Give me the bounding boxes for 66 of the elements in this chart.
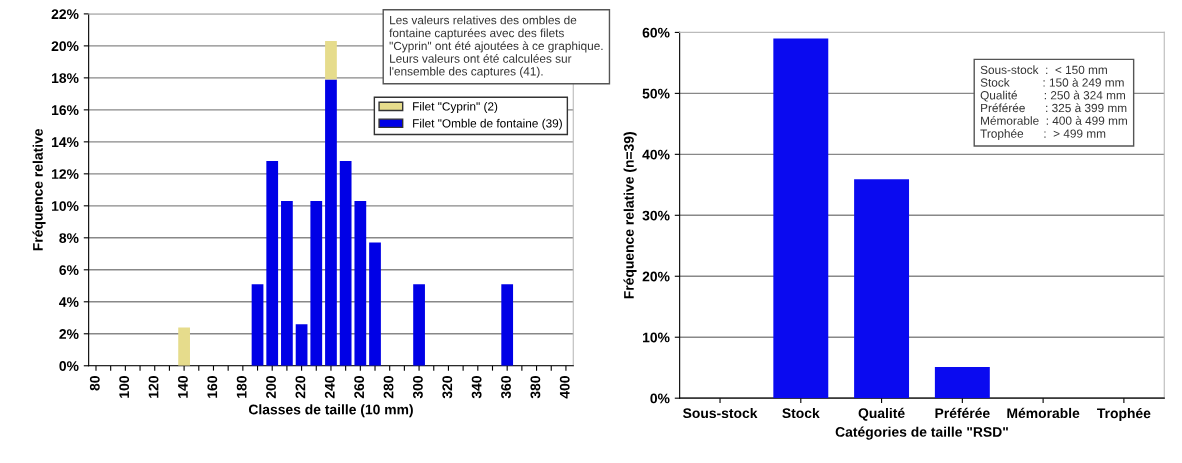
y-tick-label: 60% — [642, 27, 670, 38]
legend-label: Filet "Cyprin" (2) — [413, 101, 498, 113]
x-tick-label: 200 — [266, 376, 276, 399]
x-tick-label: 240 — [324, 376, 335, 399]
x-tick-label: 260 — [354, 376, 365, 399]
y-axis-title: Fréquence relative (n=39) — [623, 132, 637, 299]
x-axis-title: Classes de taille (10 mm) — [248, 404, 413, 418]
x-tick-label: Trophée — [1097, 407, 1151, 421]
bar — [854, 179, 910, 399]
x-tick-label: 320 — [442, 376, 453, 399]
y-tick-label: 0% — [59, 361, 79, 371]
annotation: Les valeurs relatives des ombles de fontaine capturées avec des filets "Cyprin" ont été ajoutées à ce graphique. Leurs valeurs ont été calculées sur l'ensemble des captures (41). — [389, 15, 603, 78]
y-tick-label: 18% — [52, 73, 79, 84]
bar — [934, 367, 990, 399]
bar — [310, 201, 323, 366]
x-tick-label: 160 — [207, 376, 218, 398]
x-tick-label: 300 — [412, 376, 423, 399]
x-tick-label: Mémorable — [1007, 407, 1080, 419]
y-tick-label: 16% — [52, 105, 79, 116]
x-tick-label: Préférée — [935, 407, 990, 419]
x-tick-label: 120 — [148, 376, 159, 398]
y-axis-title: Fréquence relative — [32, 128, 46, 251]
y-tick-label: 10% — [52, 201, 79, 211]
x-tick-label: Qualité — [858, 407, 905, 421]
y-tick-label: 8% — [59, 233, 79, 243]
bar — [251, 284, 264, 366]
y-tick-label: 12% — [52, 169, 79, 179]
y-tick-label: 4% — [59, 297, 79, 307]
bar — [295, 324, 308, 366]
x-tick-label: 280 — [383, 376, 394, 399]
x-tick-label: 220 — [295, 376, 306, 399]
y-tick-label: 20% — [51, 41, 79, 52]
y-tick-label: 14% — [52, 137, 79, 147]
bar — [501, 284, 514, 366]
y-tick-label: 0% — [650, 393, 670, 404]
annotation: Sous-stock : < 150 mm Stock : 150 à 249 mm Qualité : 250 à 324 mm Préférée : 325 à 399 mm Mémorable : 400 à 499 mm Trophée : > 499 mm — [980, 65, 1127, 141]
y-tick-label: 50% — [642, 88, 670, 99]
y-tick-label: 10% — [643, 332, 670, 343]
bar — [325, 79, 337, 366]
bar — [354, 201, 367, 366]
x-tick-label: 400 — [559, 376, 570, 399]
bar — [266, 161, 279, 366]
x-tick-label: 180 — [236, 376, 247, 398]
y-tick-label: 30% — [642, 210, 670, 221]
y-tick-label: 6% — [59, 265, 79, 275]
x-tick-label: Sous-stock — [683, 407, 758, 419]
y-tick-label: 2% — [59, 329, 79, 339]
bar — [178, 327, 190, 366]
x-tick-label: Stock — [782, 407, 820, 419]
legend-label: Filet "Omble de fontaine (39) — [413, 118, 562, 130]
bar — [325, 41, 337, 80]
x-tick-label: 360 — [501, 376, 511, 399]
y-tick-label: 22% — [51, 9, 79, 20]
y-tick-label: 20% — [642, 271, 670, 282]
x-tick-label: 380 — [530, 376, 541, 399]
bar — [773, 38, 829, 399]
x-axis-title: Catégories de taille "RSD" — [835, 426, 1008, 440]
bar — [413, 284, 425, 366]
x-tick-label: 340 — [471, 376, 482, 399]
y-tick-label: 40% — [642, 149, 670, 160]
x-tick-label: 100 — [119, 376, 130, 398]
x-tick-label: 80 — [89, 376, 100, 391]
bar — [281, 201, 293, 366]
x-tick-label: 140 — [178, 376, 188, 398]
bar — [339, 161, 352, 366]
bar — [369, 242, 381, 366]
